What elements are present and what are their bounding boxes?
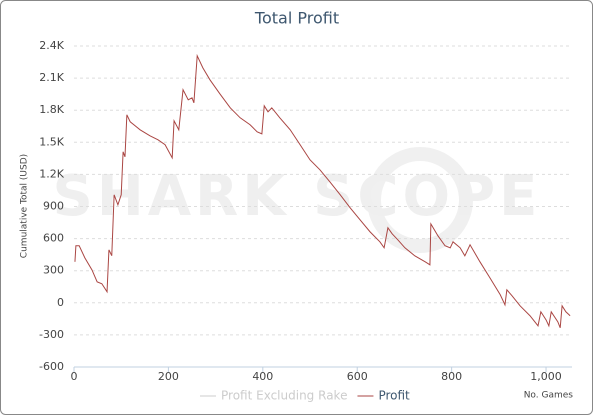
x-tick-label: 400	[252, 370, 273, 383]
profit-line	[74, 53, 571, 329]
y-tick-label: 300	[43, 264, 64, 277]
x-tick-label: 800	[441, 370, 462, 383]
y-tick-label: 1.8K	[39, 103, 64, 116]
x-axis-title: No. Games	[524, 391, 574, 401]
x-tick-label: 0	[71, 370, 78, 383]
x-tick-label: 600	[347, 370, 368, 383]
y-tick-label: 2.4K	[39, 39, 64, 52]
watermark: SHARK SCOPE	[53, 164, 542, 229]
y-tick-label: -600	[39, 360, 64, 373]
y-tick-label: 1.2K	[39, 167, 64, 180]
y-tick-label: 600	[43, 232, 64, 245]
y-tick-label: 1.5K	[39, 135, 64, 148]
watermark-logo	[367, 147, 473, 253]
y-tick-label: 900	[43, 200, 64, 213]
x-tick-label: 200	[158, 370, 179, 383]
legend-label[interactable]: Profit Excluding Rake	[221, 389, 347, 403]
y-tick-label: 2.1K	[39, 71, 64, 84]
y-tick-label: 0	[57, 296, 64, 309]
y-axis-title: Cumulative Total (USD)	[20, 154, 30, 258]
legend-label[interactable]: Profit	[378, 389, 410, 403]
x-tick-label: 1,000	[530, 370, 562, 383]
y-tick-label: -300	[39, 328, 64, 341]
chart-title: Total Profit	[254, 9, 339, 28]
